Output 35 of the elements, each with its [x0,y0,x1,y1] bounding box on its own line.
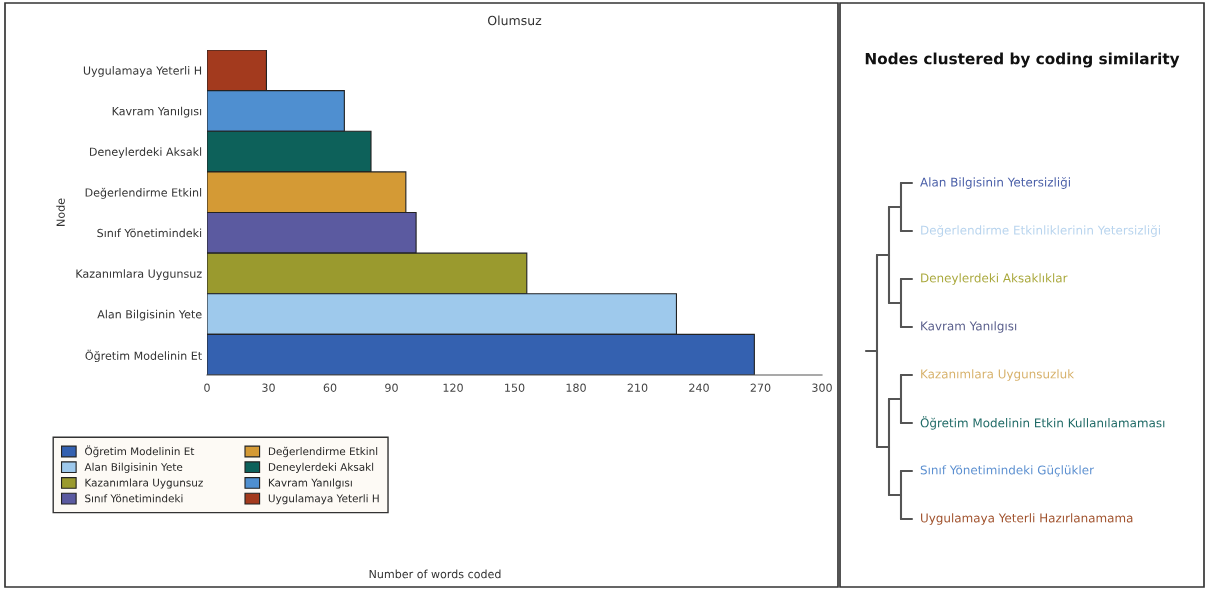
y-tick-label: Değerlendirme Etkinl [85,187,202,199]
y-tick-label: Kavram Yanılgısı [112,106,202,118]
text: Sınıf Yönetimindeki Güçlükler [920,465,1094,477]
y-tick-label: Uygulamaya Yeterli H [83,66,202,77]
y-axis-title: Node [56,198,65,226]
y-tick-label: Alan Bilgisinin Yete [97,309,202,321]
text: Kazanımlara Uygunsuzluk [921,369,1075,381]
x-tick-label: 120 [443,383,463,392]
text: Deneylerdeki Aksaklıklar [921,273,1068,285]
x-tick-label: 150 [505,383,525,392]
x-tick-label: 240 [689,383,709,392]
text: Nodes clustered by coding similarity [865,52,1180,68]
y-tick-label: Deneylerdeki Aksakl [89,147,202,159]
text: Değerlendirme Etkinliklerinin Yetersizliği [921,225,1160,237]
text: Uygulamaya Yeterli Hazırlanamama [921,513,1133,525]
legend-label: Uygulamaya Yeterli H [268,494,379,505]
legend-label: Değerlendirme Etkinl [268,446,378,458]
x-tick-label: 60 [323,383,337,392]
x-tick-label: 270 [750,383,771,392]
text: Kavram Yanılgısı [921,321,1017,333]
x-tick-label: 180 [566,383,586,392]
text: Öğretim Modelinin Etkin Kullanılamaması [920,416,1165,430]
text: Alan Bilgisinin Yetersizliği [920,177,1070,189]
x-tick-label: 30 [262,383,275,392]
x-tick-label: 300 [812,383,832,392]
x-tick-label: 210 [627,383,648,392]
x-tick-label: 90 [385,383,398,392]
x-axis-title: Number of words coded [369,569,501,579]
chart-title: Olumsuz [488,15,542,26]
y-tick-label: Kazanımlara Uygunsuz [76,269,202,280]
legend-label: Kavram Yanılgısı [268,478,352,489]
y-tick-label: Öğretim Modelinin Et [85,349,202,363]
legend-label: Deneylerdeki Aksakl [268,462,374,473]
x-tick-label: 0 [204,383,210,392]
y-tick-label: Sınıf Yönetimindeki [97,228,202,238]
